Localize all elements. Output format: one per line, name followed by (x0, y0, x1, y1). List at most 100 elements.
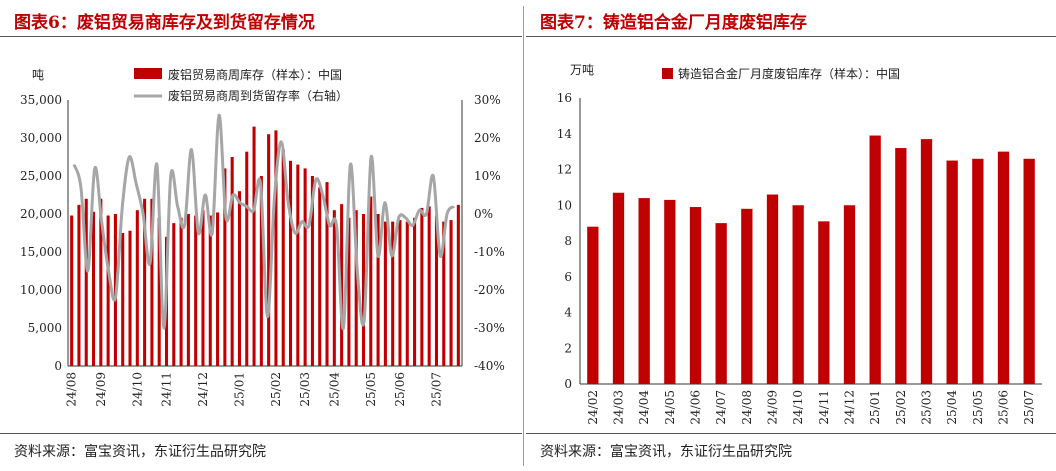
bar (223, 168, 227, 366)
bar (638, 198, 650, 384)
bar (70, 215, 74, 366)
bar (135, 210, 139, 366)
panel-divider (523, 6, 524, 466)
bar (405, 221, 409, 366)
bar (612, 192, 625, 384)
bar (179, 217, 183, 366)
bar (818, 221, 830, 384)
bar (587, 226, 599, 384)
y-tick-label: 0 (564, 377, 572, 391)
bar (442, 221, 446, 366)
right-source-note: 资料来源：富宝资讯，东证衍生品研究院 (540, 444, 792, 460)
x-tick-label: 25/04 (327, 372, 341, 407)
bar (869, 135, 881, 384)
bar (303, 168, 307, 366)
bar (267, 134, 271, 366)
bar (354, 210, 358, 366)
y2-tick-label: 30% (474, 93, 501, 107)
bar (664, 199, 676, 384)
bar (194, 215, 198, 366)
x-tick-label: 24/11 (817, 390, 831, 425)
retention-rate-line (72, 113, 456, 330)
bar (398, 220, 402, 366)
x-tick-label: 25/02 (269, 372, 283, 407)
x-tick-label: 24/10 (130, 372, 144, 407)
bar (792, 205, 804, 384)
bar (741, 208, 753, 384)
bar (289, 160, 293, 366)
bar (946, 160, 958, 384)
y2-tick-label: -20% (474, 283, 505, 297)
bar (340, 204, 344, 366)
bar (920, 139, 933, 384)
bar (245, 151, 249, 366)
legend-label-inventory: 铸造铝合金厂月度废铝库存（样本）：中国 (678, 66, 900, 81)
y2-tick-label: 20% (474, 131, 501, 145)
y-tick-label: 10 (557, 198, 572, 212)
bar (310, 176, 314, 366)
y-unit-label: 万吨 (570, 63, 594, 77)
left-source-note: 资料来源：富宝资讯，东证衍生品研究院 (14, 444, 266, 460)
bar (230, 157, 234, 366)
bar (376, 214, 380, 366)
title-rule (526, 36, 1056, 37)
bar (383, 221, 387, 366)
y2-tick-label: -40% (474, 359, 505, 373)
y2-tick-label: -10% (474, 245, 505, 259)
right-chart: 0 2 4 6 8 10 12 14 16 万吨 24/02 24/03 24/04 24/05 24/06… (557, 63, 1042, 425)
bar (172, 223, 176, 366)
y-tick-label: 20,000 (20, 207, 62, 221)
y-tick-label: 35,000 (20, 93, 62, 107)
bar (296, 164, 300, 366)
bar (843, 205, 856, 384)
x-tick-label: 24/12 (196, 372, 210, 407)
y-tick-label: 25,000 (20, 169, 62, 183)
bar (216, 212, 220, 366)
bar (99, 198, 103, 366)
bar (106, 215, 110, 366)
bar (434, 215, 438, 366)
bar (143, 198, 147, 366)
legend-swatch-bar (134, 68, 162, 79)
bar (449, 220, 453, 366)
y-tick-label: 30,000 (20, 131, 62, 145)
x-tick-label: 24/04 (637, 390, 651, 425)
source-rule (526, 433, 1056, 434)
x-tick-label: 24/10 (791, 390, 805, 425)
bar (274, 130, 278, 366)
bar (997, 151, 1010, 384)
y-tick-label: 12 (557, 163, 572, 177)
x-tick-label: 24/03 (612, 390, 626, 425)
bar (972, 158, 984, 384)
legend-swatch-bar (662, 68, 673, 79)
bar (252, 126, 256, 366)
bar (369, 196, 373, 366)
left-panel: 图表6：废铝贸易商库存及到货留存情况 0 5,000 10,000 15,000 20,… (0, 0, 522, 471)
bar (150, 198, 154, 366)
bar (186, 214, 190, 366)
bar (128, 230, 132, 366)
bar (84, 198, 88, 366)
x-tick-label: 25/01 (868, 390, 882, 425)
legend-label-retention: 废铝贸易商周到货留存率（右轴） (168, 88, 348, 103)
right-chart-title: 图表7：铸造铝合金厂月度废铝库存 (540, 13, 807, 33)
bar (361, 214, 366, 366)
x-tick-label: 24/06 (689, 390, 703, 425)
x-tick-label: 24/07 (714, 390, 728, 425)
x-tick-label: 24/09 (766, 390, 780, 425)
title-rule (0, 36, 522, 37)
left-chart-title: 图表6：废铝贸易商库存及到货留存情况 (14, 13, 315, 33)
y2-tick-label: -30% (474, 321, 505, 335)
y-tick-label: 16 (557, 91, 572, 105)
x-tick-label: 24/09 (94, 372, 108, 407)
x-tick-label: 25/05 (971, 390, 985, 425)
bar (689, 207, 702, 384)
bar (77, 204, 81, 366)
x-tick-label: 24/02 (586, 390, 600, 425)
bar (391, 221, 395, 366)
y-tick-label: 14 (557, 127, 573, 141)
bar (201, 210, 205, 366)
bar (456, 204, 460, 366)
x-tick-label: 25/04 (945, 390, 959, 425)
y-tick-label: 6 (564, 270, 572, 284)
